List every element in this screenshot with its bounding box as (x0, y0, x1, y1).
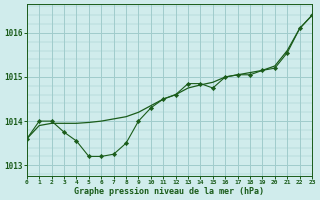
X-axis label: Graphe pression niveau de la mer (hPa): Graphe pression niveau de la mer (hPa) (75, 187, 264, 196)
